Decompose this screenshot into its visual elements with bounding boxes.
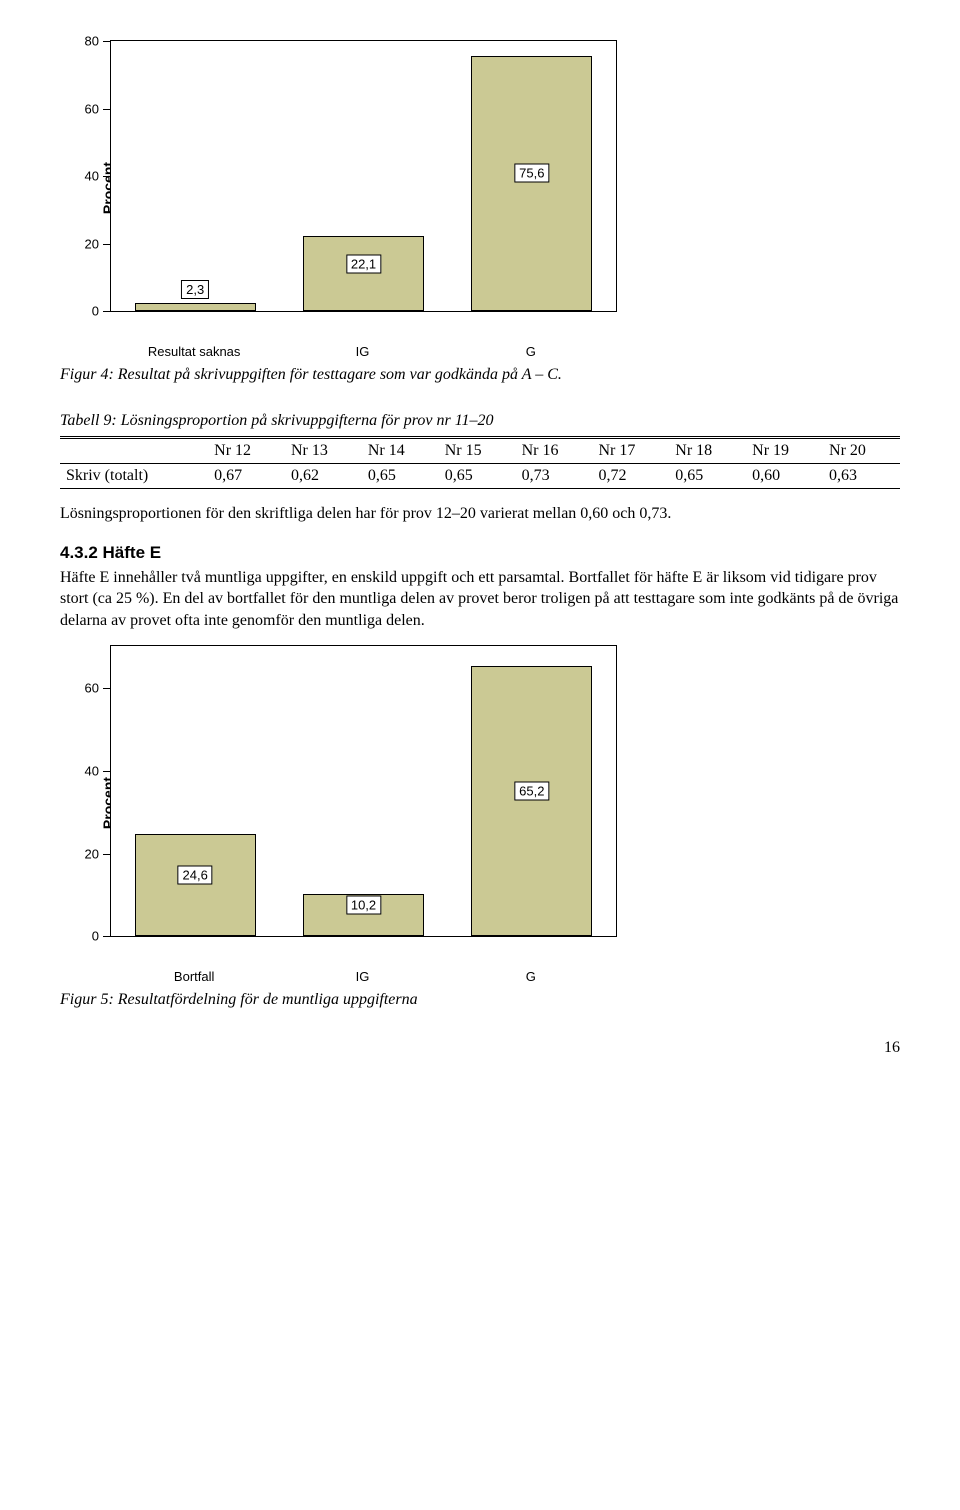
chart1-ytick bbox=[103, 109, 111, 110]
chart2-xlabel: G bbox=[526, 969, 536, 984]
table-column-header: Nr 13 bbox=[285, 438, 362, 464]
chart1-ytick bbox=[103, 176, 111, 177]
table-column-header bbox=[60, 438, 208, 464]
chart1-bar bbox=[471, 56, 592, 311]
chart1-ytick-label: 20 bbox=[85, 236, 99, 251]
table-column-header: Nr 19 bbox=[746, 438, 823, 464]
chart1-ytick-label: 0 bbox=[92, 304, 99, 319]
chart1-bar bbox=[303, 236, 424, 311]
chart2-ytick bbox=[103, 771, 111, 772]
chart2-bar-value: 10,2 bbox=[346, 896, 381, 915]
page-number: 16 bbox=[60, 1039, 900, 1057]
table-column-header: Nr 15 bbox=[439, 438, 516, 464]
chart2-ytick-label: 60 bbox=[85, 680, 99, 695]
chart1-ytick bbox=[103, 244, 111, 245]
paragraph-1: Lösningsproportionen för den skriftliga … bbox=[60, 503, 900, 525]
chart-1: 0204060802,322,175,6 bbox=[110, 40, 617, 312]
table-column-header: Nr 14 bbox=[362, 438, 439, 464]
chart1-ytick-label: 80 bbox=[85, 34, 99, 49]
table-cell: 0,65 bbox=[669, 464, 746, 489]
table-cell: 0,62 bbox=[285, 464, 362, 489]
figure-4-caption: Figur 4: Resultat på skrivuppgiften för … bbox=[60, 366, 900, 384]
chart1-bar bbox=[135, 303, 256, 311]
chart2-ytick bbox=[103, 854, 111, 855]
table-cell: 0,60 bbox=[746, 464, 823, 489]
chart-2-wrapper: Procent 020406024,610,265,2 BortfallIGG bbox=[110, 645, 615, 961]
table-column-header: Nr 12 bbox=[208, 438, 285, 464]
table-cell: 0,67 bbox=[208, 464, 285, 489]
table-cell: 0,72 bbox=[592, 464, 669, 489]
chart1-ytick bbox=[103, 41, 111, 42]
chart1-xlabel: Resultat saknas bbox=[148, 344, 241, 359]
chart1-xlabel: IG bbox=[356, 344, 370, 359]
chart2-ytick-label: 40 bbox=[85, 763, 99, 778]
section-heading: 4.3.2 Häfte E bbox=[60, 543, 900, 563]
chart-1-wrapper: Procent 0204060802,322,175,6 Resultat sa… bbox=[110, 40, 615, 336]
figure-5-caption: Figur 5: Resultatfördelning för de muntl… bbox=[60, 991, 900, 1009]
chart1-bar-value: 2,3 bbox=[181, 280, 209, 299]
chart2-ytick-label: 20 bbox=[85, 846, 99, 861]
paragraph-2: Häfte E innehåller två muntliga uppgifte… bbox=[60, 567, 900, 632]
table-cell: 0,65 bbox=[439, 464, 516, 489]
table-9: Nr 12Nr 13Nr 14Nr 15Nr 16Nr 17Nr 18Nr 19… bbox=[60, 436, 900, 489]
table-cell: 0,73 bbox=[516, 464, 593, 489]
chart-2: 020406024,610,265,2 bbox=[110, 645, 617, 937]
chart2-ytick bbox=[103, 688, 111, 689]
table-cell: 0,65 bbox=[362, 464, 439, 489]
chart1-ytick-label: 60 bbox=[85, 101, 99, 116]
table-column-header: Nr 16 bbox=[516, 438, 593, 464]
table-column-header: Nr 20 bbox=[823, 438, 900, 464]
chart2-bar-value: 24,6 bbox=[178, 866, 213, 885]
chart2-ytick-label: 0 bbox=[92, 929, 99, 944]
table-cell: 0,63 bbox=[823, 464, 900, 489]
chart1-ytick-label: 40 bbox=[85, 169, 99, 184]
chart2-bar bbox=[135, 834, 256, 936]
chart2-bar-value: 65,2 bbox=[514, 782, 549, 801]
chart1-bar-value: 75,6 bbox=[514, 164, 549, 183]
chart2-xlabel: Bortfall bbox=[174, 969, 214, 984]
table-column-header: Nr 18 bbox=[669, 438, 746, 464]
chart2-xlabel: IG bbox=[356, 969, 370, 984]
chart2-bar bbox=[471, 666, 592, 936]
table-9-caption: Tabell 9: Lösningsproportion på skrivupp… bbox=[60, 412, 900, 430]
table-column-header: Nr 17 bbox=[592, 438, 669, 464]
table-row-label: Skriv (totalt) bbox=[60, 464, 208, 489]
chart1-bar-value: 22,1 bbox=[346, 254, 381, 273]
chart1-xlabel: G bbox=[526, 344, 536, 359]
